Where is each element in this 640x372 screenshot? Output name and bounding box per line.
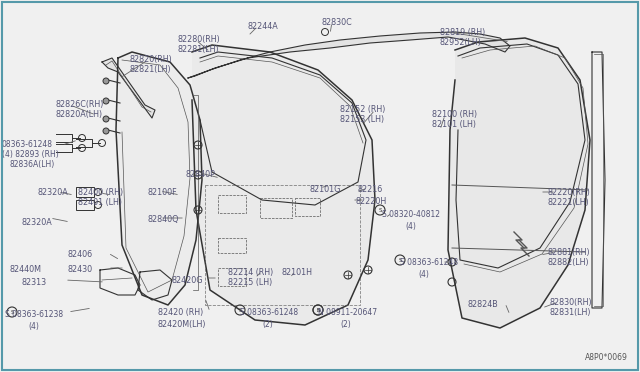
Text: (4): (4) [405,222,416,231]
Text: 82320A: 82320A [38,188,68,197]
Text: S: S [316,308,320,314]
Circle shape [103,128,109,134]
Text: 82281(LH): 82281(LH) [178,45,220,54]
Text: 82430: 82430 [68,265,93,274]
Text: (4): (4) [418,270,429,279]
Text: 82406: 82406 [68,250,93,259]
Text: S: S [238,308,242,314]
Circle shape [103,78,109,84]
Text: (2): (2) [340,320,351,329]
Text: A8P0*0069: A8P0*0069 [585,353,628,362]
Text: S 08320-40812: S 08320-40812 [382,210,440,219]
Text: 82101H: 82101H [282,268,313,277]
Text: 82220H: 82220H [355,197,387,206]
Text: 82216: 82216 [358,185,383,194]
Polygon shape [192,45,375,325]
Text: 82400 (RH): 82400 (RH) [78,188,123,197]
Text: 82826C(RH): 82826C(RH) [55,100,104,109]
Text: S: S [398,259,402,263]
Text: 82221(LH): 82221(LH) [548,198,589,207]
Text: 82830C: 82830C [322,18,353,27]
Circle shape [103,98,109,104]
Polygon shape [116,52,202,305]
Text: 82836A(LH): 82836A(LH) [10,160,55,169]
Text: 82152 (RH): 82152 (RH) [340,105,385,114]
Text: S: S [378,208,381,214]
Text: 82313: 82313 [22,278,47,287]
Text: 82244A: 82244A [248,22,279,31]
Circle shape [103,116,109,122]
Text: 82824B: 82824B [468,300,499,309]
Text: S 08363-61248: S 08363-61248 [240,308,298,317]
Bar [76,200,94,210]
Text: 82831(LH): 82831(LH) [550,308,591,317]
Text: S 08363-61238: S 08363-61238 [5,310,63,319]
Text: 82820A(LH): 82820A(LH) [55,110,102,119]
Bar [218,268,246,286]
Text: (4): (4) [28,322,39,331]
Polygon shape [102,58,155,118]
Text: 82952(LH): 82952(LH) [440,38,482,47]
Text: 82320A: 82320A [22,218,52,227]
Text: 82420 (RH): 82420 (RH) [158,308,204,317]
Text: 82420M(LH): 82420M(LH) [158,320,207,329]
Polygon shape [188,32,510,78]
Text: 82220(RH): 82220(RH) [548,188,591,197]
Text: (2): (2) [262,320,273,329]
Text: 82882(LH): 82882(LH) [548,258,589,267]
Text: 82280(RH): 82280(RH) [178,35,221,44]
Text: N: N [316,308,320,314]
Text: 82830(RH): 82830(RH) [550,298,593,307]
Text: 82881(RH): 82881(RH) [548,248,591,257]
Text: 82101G: 82101G [310,185,341,194]
Text: S: S [10,311,13,315]
Bar [295,198,320,216]
Bar [76,187,94,197]
Text: 82401 (LH): 82401 (LH) [78,198,122,207]
Text: N 08911-20647: N 08911-20647 [318,308,377,317]
Text: 82101 (LH): 82101 (LH) [432,120,476,129]
Text: 82840P: 82840P [185,170,215,179]
Text: 82440M: 82440M [10,265,42,274]
Text: 82420G: 82420G [172,276,204,285]
Text: 82215 (LH): 82215 (LH) [228,278,272,287]
Text: 82840Q: 82840Q [148,215,179,224]
Text: S 08363-61248: S 08363-61248 [400,258,458,267]
Text: 82153 (LH): 82153 (LH) [340,115,384,124]
Text: 82214 (RH): 82214 (RH) [228,268,273,277]
Text: 82819 (RH): 82819 (RH) [440,28,485,37]
Bar [218,238,246,253]
Text: (4) 82893 (RH): (4) 82893 (RH) [2,150,59,159]
Text: 82100 (RH): 82100 (RH) [432,110,477,119]
Text: 82820(RH): 82820(RH) [130,55,173,64]
Text: 82100F: 82100F [148,188,178,197]
Bar [218,195,246,213]
Bar [260,198,292,218]
Text: 82821(LH): 82821(LH) [130,65,172,74]
Text: 08363-61248: 08363-61248 [2,140,53,149]
Polygon shape [448,38,590,328]
